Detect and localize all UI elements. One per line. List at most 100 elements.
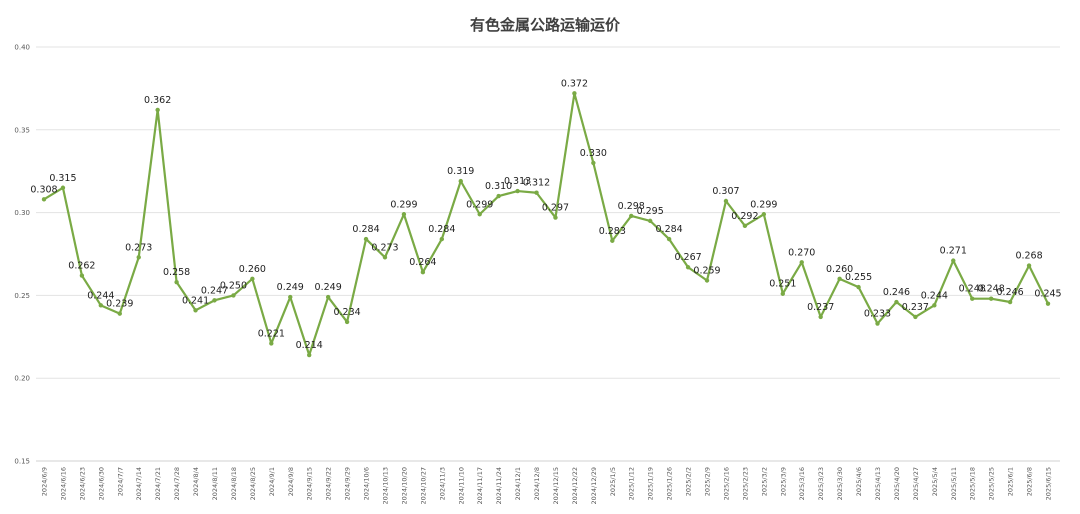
data-point: [647, 218, 653, 224]
data-point: [174, 279, 179, 285]
series-layer: [41, 91, 1051, 358]
x-tick-label: 2024/12/8: [533, 467, 541, 500]
x-tick-label: 2025/1/19: [647, 467, 655, 500]
data-label: 0.251: [769, 279, 796, 290]
data-label: 0.259: [693, 265, 720, 276]
x-tick-label: 2024/6/9: [41, 467, 49, 496]
data-label: 0.221: [258, 328, 285, 339]
x-tick-label: 2025/6/8: [1026, 467, 1034, 496]
series-line: [43, 92, 1049, 357]
data-point: [344, 319, 350, 325]
data-point: [136, 255, 141, 260]
data-label: 0.214: [296, 340, 323, 351]
x-tick-label: 2025/2/23: [741, 467, 749, 500]
x-tick-label: 2025/5/25: [988, 467, 996, 500]
data-point: [458, 178, 463, 184]
x-tick-label: 2025/4/6: [855, 467, 863, 496]
x-tick-label: 2024/8/18: [230, 467, 238, 500]
y-axis-ticks: 0.15 0.20 0.25 0.30 0.35 0.40: [14, 44, 30, 466]
data-point: [307, 352, 312, 358]
chart-title: 有色金属公路运输运价: [470, 16, 621, 34]
x-tick-label: 2024/6/30: [97, 467, 105, 500]
data-point: [1045, 301, 1051, 306]
data-point: [60, 185, 66, 190]
data-label: 0.299: [466, 199, 493, 210]
y-tick-label: 0.40: [14, 44, 30, 52]
data-point: [250, 276, 255, 282]
data-point: [988, 296, 994, 301]
x-tick-label: 2025/6/1: [1007, 467, 1015, 496]
data-label: 0.244: [921, 290, 948, 301]
data-point: [723, 198, 729, 204]
x-tick-label: 2024/10/13: [381, 467, 389, 504]
x-tick-label: 2024/6/23: [78, 467, 86, 500]
x-tick-label: 2024/9/1: [268, 467, 276, 496]
x-tick-label: 2024/9/15: [306, 467, 314, 500]
data-label: 0.362: [144, 95, 171, 106]
gridlines: [36, 46, 1060, 462]
data-point: [1026, 263, 1032, 268]
data-label: 0.249: [277, 282, 304, 293]
data-point: [704, 278, 710, 283]
data-label: 0.244: [87, 290, 114, 301]
y-tick-label: 0.15: [14, 458, 30, 466]
x-tick-label: 2025/5/11: [950, 467, 958, 500]
data-label: 0.299: [390, 199, 417, 210]
data-label: 0.273: [371, 242, 398, 253]
data-point: [837, 276, 842, 282]
data-point: [875, 321, 880, 326]
x-tick-label: 2025/1/12: [628, 467, 636, 500]
data-label: 0.260: [826, 264, 853, 275]
data-point: [572, 91, 577, 96]
data-point: [534, 190, 539, 195]
x-tick-label: 2025/5/4: [931, 467, 939, 496]
data-point: [325, 294, 331, 300]
x-tick-label: 2025/1/5: [609, 467, 617, 496]
data-label: 0.310: [485, 181, 512, 192]
data-point: [1007, 299, 1013, 305]
data-label: 0.315: [49, 173, 76, 184]
data-point: [629, 213, 634, 219]
x-tick-label: 2025/3/9: [779, 467, 787, 496]
data-label: 0.297: [542, 203, 569, 214]
data-label: 0.372: [561, 78, 588, 89]
data-label: 0.267: [674, 252, 701, 263]
x-tick-label: 2024/8/4: [192, 467, 200, 496]
data-point: [761, 212, 767, 217]
y-tick-label: 0.35: [14, 126, 30, 134]
data-label: 0.292: [731, 211, 758, 222]
x-tick-label: 2025/4/27: [912, 467, 920, 500]
data-label: 0.299: [750, 199, 777, 210]
x-axis-ticks: 2024/6/9 2024/6/16 2024/6/23 2024/6/30 2024/…: [41, 467, 1053, 504]
data-label: 0.307: [712, 186, 739, 197]
data-label: 0.283: [599, 226, 626, 237]
x-tick-label: 2024/11/24: [495, 467, 503, 504]
data-point: [894, 299, 899, 305]
data-point: [231, 293, 236, 298]
data-label: 0.260: [239, 264, 266, 275]
x-tick-label: 2024/11/17: [476, 467, 484, 504]
data-point: [269, 341, 274, 346]
x-tick-label: 2024/11/10: [457, 467, 465, 504]
data-point: [553, 215, 558, 220]
x-tick-label: 2024/10/6: [363, 467, 371, 500]
data-label: 0.250: [220, 280, 247, 291]
x-tick-label: 2024/7/14: [135, 467, 143, 500]
x-tick-label: 2024/6/16: [59, 467, 67, 500]
data-point: [932, 303, 937, 308]
data-point: [970, 296, 975, 301]
x-tick-label: 2024/10/27: [419, 467, 427, 504]
x-tick-label: 2025/4/13: [874, 467, 882, 500]
data-point: [439, 236, 445, 242]
data-point: [780, 291, 785, 296]
data-label: 0.264: [409, 257, 436, 268]
data-point: [856, 284, 861, 290]
x-tick-label: 2025/2/2: [685, 467, 693, 496]
data-label: 0.234: [333, 307, 360, 318]
data-label: 0.262: [68, 261, 95, 272]
data-label: 0.246: [997, 287, 1024, 298]
data-point: [98, 303, 104, 308]
x-tick-label: 2024/8/11: [211, 467, 219, 500]
data-point: [951, 258, 956, 263]
data-point: [420, 270, 426, 275]
